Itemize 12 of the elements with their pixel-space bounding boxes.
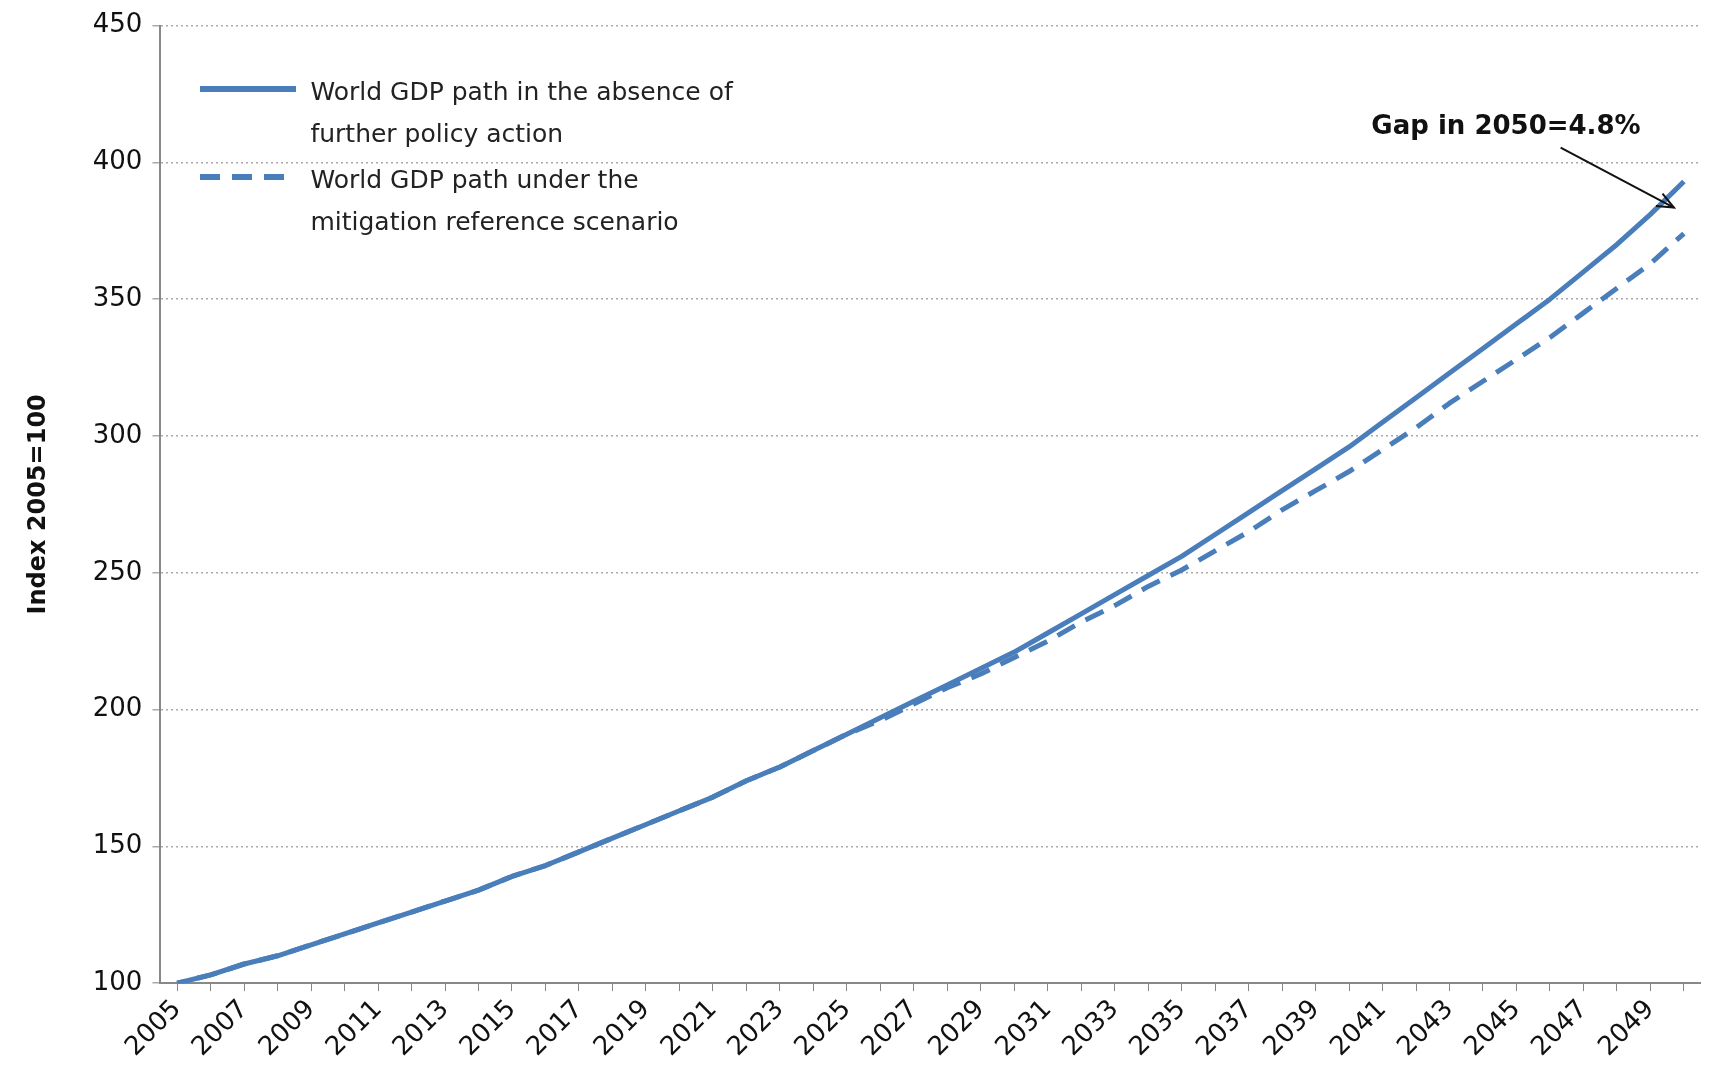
y-tick-label: 100 [92,965,143,996]
legend-label: World GDP path under the mitigation reference scenario [310,163,680,238]
y-axis-title: Index 2005=100 [22,394,51,615]
legend-label: World GDP path in the absence of further policy action [310,75,735,150]
y-tick-label: 150 [92,829,143,860]
y-tick-label: 200 [92,692,143,723]
annotation: Gap in 2050=4.8% [1371,110,1641,141]
y-tick-label: 350 [92,281,143,312]
y-tick-label: 300 [92,418,143,449]
y-tick-label: 400 [92,145,143,176]
y-tick-label: 250 [92,555,143,586]
y-tick-label: 450 [92,8,143,39]
